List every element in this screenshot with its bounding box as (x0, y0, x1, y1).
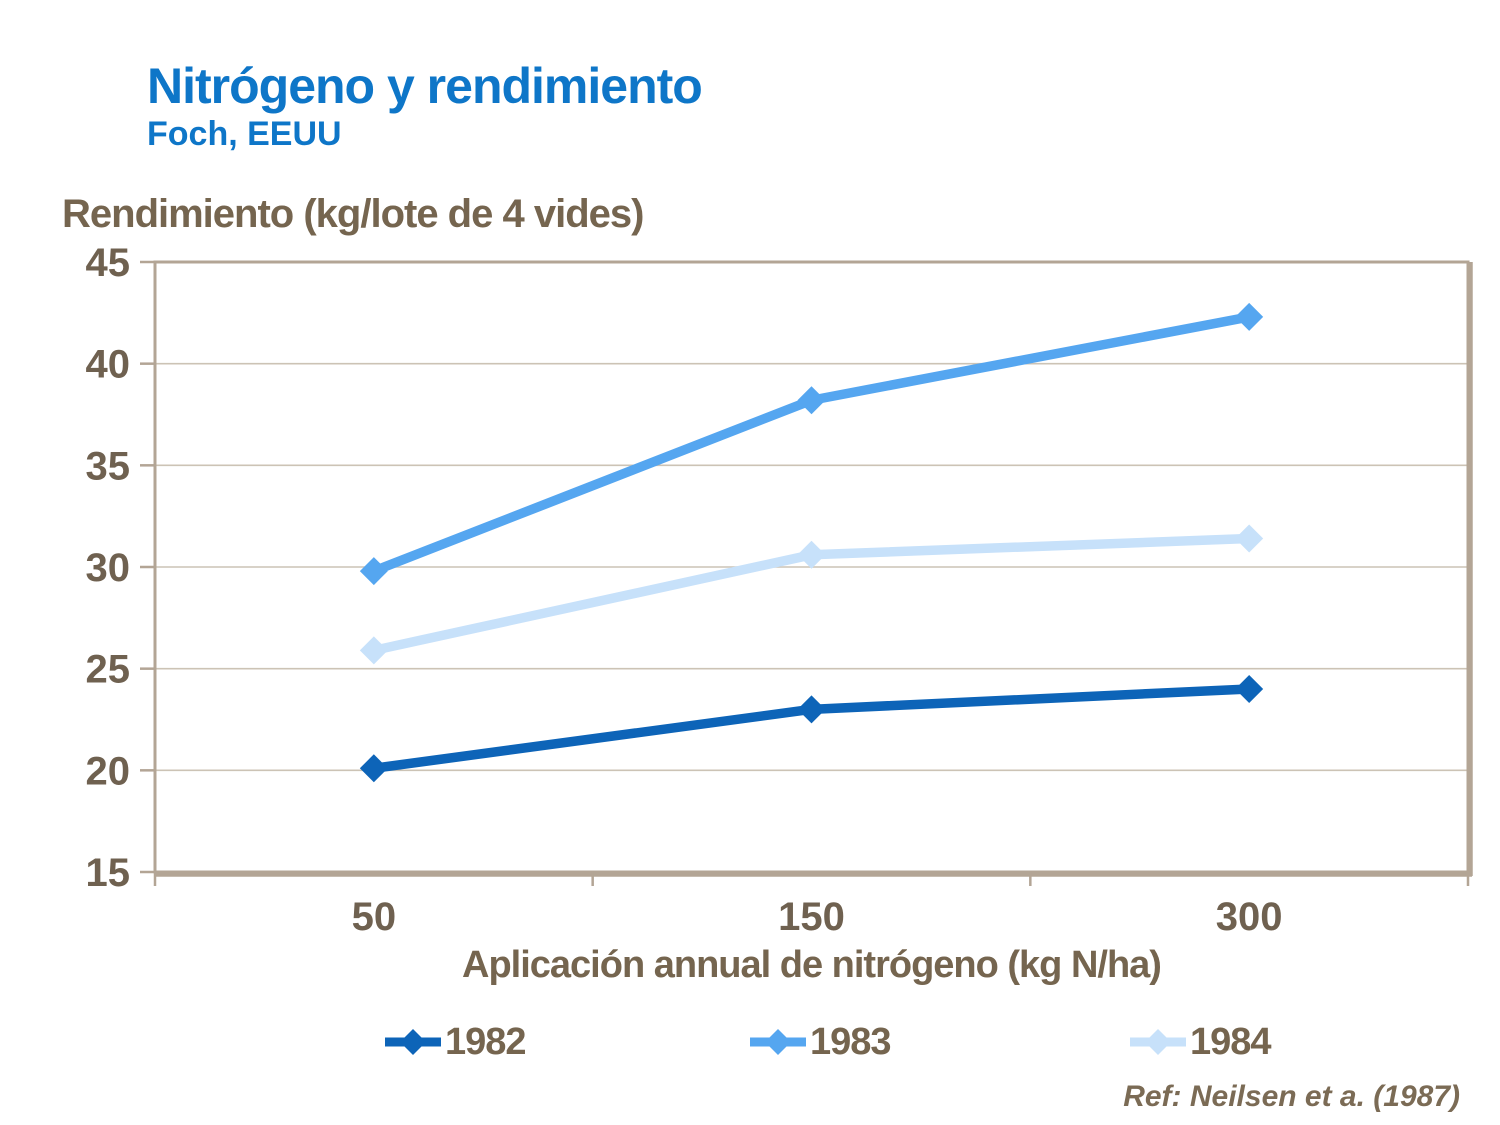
legend-marker-1983 (750, 1029, 806, 1055)
y-tick-label-25: 25 (86, 648, 131, 692)
legend: 1982 1983 1984 (0, 1018, 1500, 1066)
x-tick-label-50: 50 (352, 895, 397, 939)
slide-subtitle: Foch, EEUU (147, 115, 342, 153)
data-point-1984-300 (1235, 524, 1264, 553)
legend-diamond-1984 (1145, 1029, 1171, 1055)
legend-marker-1982 (385, 1029, 441, 1055)
y-tick-label-35: 35 (86, 444, 131, 488)
legend-diamond-1982 (400, 1029, 426, 1055)
data-point-1983-50 (359, 557, 388, 586)
slide-title: Nitrógeno y rendimiento (147, 58, 703, 114)
y-axis-title: Rendimiento (kg/lote de 4 vides) (62, 192, 644, 236)
legend-diamond-1983 (765, 1029, 791, 1055)
y-tick-label-40: 40 (86, 343, 131, 387)
data-point-1982-50 (359, 754, 388, 783)
data-point-1983-300 (1235, 302, 1264, 331)
reference-text: Ref: Neilsen et a. (1987) (1123, 1080, 1460, 1113)
legend-label-1984: 1984 (1190, 1020, 1272, 1063)
data-point-1984-50 (359, 636, 388, 665)
y-tick-label-30: 30 (86, 546, 131, 590)
data-point-1983-150 (797, 386, 826, 415)
x-tick-label-150: 150 (778, 895, 845, 939)
legend-label-1983: 1983 (810, 1020, 892, 1063)
legend-item-1982: 1982 (383, 1018, 527, 1066)
data-point-1984-150 (797, 540, 826, 569)
data-point-1982-150 (797, 695, 826, 724)
legend-marker-1984 (1130, 1029, 1186, 1055)
data-point-1982-300 (1235, 675, 1264, 703)
y-tick-label-15: 15 (86, 851, 131, 895)
series-line-1983 (369, 312, 1254, 576)
y-tick-label-45: 45 (86, 241, 131, 285)
x-axis-title: Aplicación annual de nitrógeno (kg N/ha) (462, 944, 1162, 986)
y-tick-label-20: 20 (86, 749, 131, 793)
legend-label-1982: 1982 (445, 1020, 527, 1063)
legend-item-1983: 1983 (748, 1018, 892, 1066)
x-tick-label-300: 300 (1216, 895, 1283, 939)
legend-item-1984: 1984 (1128, 1018, 1272, 1066)
